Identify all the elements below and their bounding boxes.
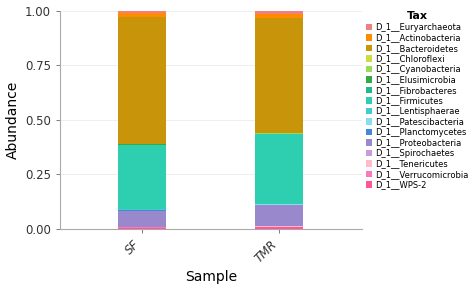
X-axis label: Sample: Sample bbox=[185, 271, 237, 284]
Bar bbox=[256, 134, 304, 204]
Bar bbox=[256, 11, 304, 14]
Bar bbox=[256, 226, 304, 227]
Bar bbox=[119, 228, 167, 229]
Bar bbox=[256, 14, 304, 18]
Bar bbox=[119, 144, 167, 145]
Bar bbox=[119, 211, 167, 226]
Bar bbox=[119, 145, 167, 209]
Legend: D_1__Euryarchaeota, D_1__Actinobacteria, D_1__Bacteroidetes, D_1__Chloroflexi, D: D_1__Euryarchaeota, D_1__Actinobacteria,… bbox=[365, 10, 470, 190]
Bar bbox=[119, 10, 167, 13]
Bar bbox=[119, 13, 167, 17]
Bar bbox=[256, 227, 304, 229]
Bar bbox=[256, 18, 304, 133]
Y-axis label: Abundance: Abundance bbox=[6, 81, 20, 159]
Bar bbox=[256, 205, 304, 226]
Bar bbox=[119, 226, 167, 227]
Bar bbox=[119, 17, 167, 144]
Bar bbox=[119, 209, 167, 210]
Bar bbox=[119, 210, 167, 211]
Bar bbox=[256, 204, 304, 205]
Bar bbox=[119, 227, 167, 228]
